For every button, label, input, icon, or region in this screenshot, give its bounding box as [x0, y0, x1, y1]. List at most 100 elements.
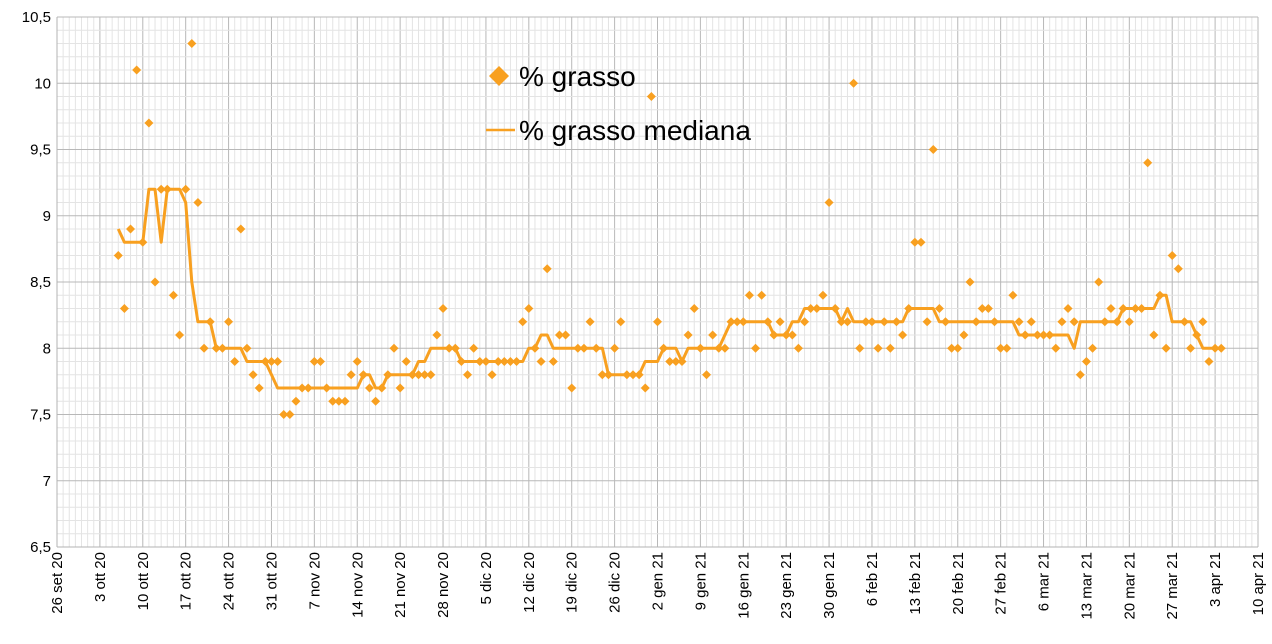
y-tick-label: 7,5	[30, 407, 51, 424]
x-tick-label: 3 ott 20	[92, 552, 109, 602]
data-point-grasso	[365, 383, 375, 393]
y-axis-ticks: 10,5 10 9,5 9 8,5 8 7,5 7 6,5	[22, 9, 51, 556]
data-point-grasso	[126, 224, 136, 234]
data-point-grasso	[744, 290, 754, 300]
data-point-grasso	[953, 343, 963, 353]
data-point-grasso	[1081, 357, 1091, 366]
data-point-grasso	[138, 237, 148, 247]
y-tick-label: 6,5	[30, 539, 51, 556]
y-tick-label: 10	[34, 75, 51, 92]
data-point-grasso	[230, 357, 240, 366]
data-point-grasso	[695, 343, 705, 353]
x-tick-label: 20 mar 21	[1121, 552, 1138, 620]
data-point-grasso	[132, 65, 142, 75]
data-point-grasso	[1032, 330, 1042, 340]
y-tick-label: 9	[43, 208, 51, 225]
data-point-grasso	[787, 330, 797, 340]
x-tick-label: 20 feb 21	[950, 552, 967, 615]
x-tick-label: 12 dic 20	[521, 552, 538, 613]
data-point-grasso	[279, 410, 289, 419]
x-tick-label: 26 set 20	[49, 552, 66, 614]
data-point-grasso	[1161, 343, 1171, 353]
data-point-grasso	[1100, 317, 1110, 327]
data-point-grasso	[806, 304, 816, 313]
data-point-grasso	[720, 343, 730, 353]
data-point-grasso	[1094, 277, 1104, 287]
data-point-grasso	[205, 317, 215, 327]
data-point-grasso	[1088, 343, 1098, 353]
data-point-grasso	[156, 184, 166, 194]
data-point-grasso	[934, 304, 944, 313]
data-point-grasso	[879, 317, 889, 327]
x-tick-label: 30 gen 21	[821, 552, 838, 619]
x-tick-label: 7 nov 20	[306, 552, 323, 610]
data-point-grasso	[671, 357, 681, 366]
data-point-grasso	[248, 370, 258, 380]
x-tick-label: 13 mar 21	[1078, 552, 1095, 620]
data-point-grasso	[653, 317, 662, 327]
data-point-grasso	[407, 370, 417, 380]
data-point-grasso	[518, 317, 528, 327]
data-point-grasso	[168, 290, 178, 300]
data-point-grasso	[983, 304, 993, 313]
data-point-grasso	[144, 118, 154, 128]
data-point-grasso	[1167, 251, 1177, 260]
data-point-grasso	[818, 290, 828, 300]
data-point-grasso	[315, 357, 325, 366]
data-point-grasso	[463, 370, 473, 380]
data-point-grasso	[297, 383, 307, 393]
data-point-grasso	[389, 343, 399, 353]
data-point-grasso	[775, 317, 785, 327]
x-tick-label: 6 feb 21	[864, 552, 881, 606]
x-tick-label: 10 apr 21	[1250, 552, 1267, 615]
data-point-grasso	[990, 317, 1000, 327]
data-point-grasso	[830, 304, 840, 313]
x-tick-label: 21 nov 20	[392, 552, 409, 618]
data-point-grasso	[481, 357, 491, 366]
data-point-grasso	[965, 277, 975, 287]
data-point-grasso	[940, 317, 950, 327]
data-point-grasso	[303, 383, 313, 393]
data-point-grasso	[530, 343, 540, 353]
x-tick-label: 28 nov 20	[435, 552, 452, 618]
x-tick-label: 23 gen 21	[778, 552, 795, 619]
data-point-grasso	[836, 317, 846, 327]
data-point-grasso	[1179, 317, 1189, 327]
data-point-grasso	[891, 317, 901, 327]
data-point-grasso	[512, 357, 522, 366]
data-point-grasso	[150, 277, 160, 287]
data-point-grasso	[309, 357, 319, 366]
y-tick-label: 8	[43, 340, 51, 357]
data-point-grasso	[119, 304, 129, 313]
x-tick-label: 5 dic 20	[478, 552, 495, 605]
data-point-grasso	[1008, 290, 1018, 300]
data-point-grasso	[1020, 330, 1030, 340]
data-point-grasso	[867, 317, 877, 327]
data-point-grasso	[573, 343, 583, 353]
data-point-grasso	[591, 343, 601, 353]
x-tick-label: 13 feb 21	[907, 552, 924, 615]
data-point-grasso	[420, 370, 430, 380]
legend-label-grasso-mediana: % grasso mediana	[519, 115, 751, 146]
data-point-grasso	[616, 317, 626, 327]
data-point-grasso	[181, 184, 191, 194]
data-point-grasso	[1106, 304, 1116, 313]
x-tick-label: 2 gen 21	[650, 552, 667, 610]
data-point-grasso	[1173, 264, 1183, 274]
data-point-grasso	[113, 251, 123, 260]
data-point-grasso	[726, 317, 736, 327]
data-point-grasso	[659, 343, 669, 353]
data-point-grasso	[665, 357, 675, 366]
data-point-grasso	[677, 357, 687, 366]
data-point-grasso	[414, 370, 424, 380]
data-point-grasso	[187, 39, 197, 48]
data-point-grasso	[548, 357, 558, 366]
data-point-grasso	[438, 304, 448, 313]
data-point-grasso	[628, 370, 638, 380]
data-point-grasso	[254, 383, 264, 393]
x-tick-label: 24 ott 20	[221, 552, 238, 610]
data-point-grasso	[738, 317, 748, 327]
data-point-grasso	[800, 317, 810, 327]
data-point-grasso	[322, 383, 332, 393]
